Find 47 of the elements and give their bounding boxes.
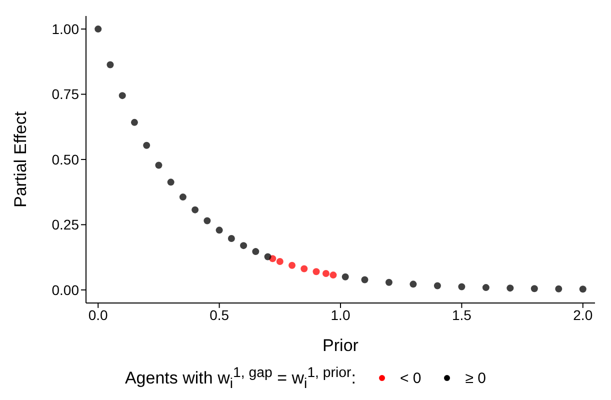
point [385,278,392,286]
point [330,272,337,279]
point [276,258,284,265]
legend-label: ≥ 0 [465,370,486,387]
point [361,276,368,284]
point [482,284,490,292]
x-tick-label: 1.5 [452,306,472,323]
point [143,142,150,149]
x-tick-label: 1.0 [330,306,350,323]
point [179,194,186,201]
point [94,26,102,33]
point [216,226,223,234]
legend-label: < 0 [400,370,422,387]
y-tick-label: 0.25 [52,216,80,233]
point [264,253,272,260]
legend-title: Agents with w$_{i}$$^{1, gap}$ = w$_{i}$$^{1, prior}$: [124,364,356,392]
y-axis-title: Partial Effect [11,111,30,208]
y-tick-label: 0.00 [52,282,80,298]
point [312,268,320,276]
x-axis-title: Prior [322,336,359,355]
point [579,286,586,293]
x-tick-label: 0.0 [88,306,108,323]
point [530,285,538,292]
point [106,61,114,68]
y-tick-label: 1.00 [52,21,80,38]
x-tick-label: 2.0 [573,306,593,323]
point [410,280,417,288]
y-tick-label: 0.50 [52,151,80,168]
point [167,178,174,186]
point [192,206,199,214]
point [458,283,466,290]
x-tick-label: 0.5 [210,306,230,323]
point [288,262,296,269]
point [130,118,138,126]
point [118,92,126,100]
point [252,248,260,256]
point [342,273,349,280]
point [300,265,308,272]
y-tick-label: 0.75 [52,86,80,102]
point [322,270,330,277]
point [155,162,162,169]
point [434,282,441,290]
point [555,285,562,292]
point [228,235,235,242]
point [204,217,211,224]
point [506,284,514,292]
point [240,242,248,250]
